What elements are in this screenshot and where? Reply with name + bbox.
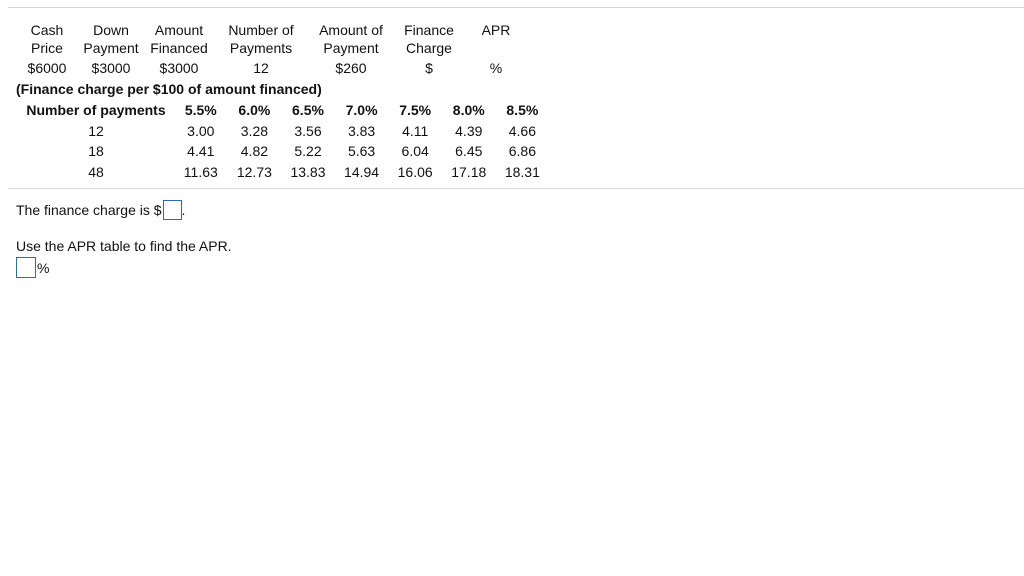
apr-percent-suffix: % (37, 260, 50, 276)
table-cell: 6.45 (455, 143, 483, 160)
finance-charge-input[interactable] (162, 199, 182, 220)
table-row: 12 3.00 3.28 3.56 3.83 4.11 4.39 4.66 (18, 121, 549, 142)
col-header-number-of-payments: Number of payments (26, 102, 166, 119)
value-amount-of-payment: $260 (335, 60, 367, 76)
row-payments-count: 48 (88, 163, 104, 180)
table-cell: 16.06 (397, 163, 433, 180)
header-apr: APR (481, 22, 511, 38)
table-cell: 4.66 (508, 122, 536, 139)
table-cell: 11.63 (183, 163, 218, 180)
table-cell: 13.83 (290, 163, 326, 180)
header-number-of-payments: Number of Payments (228, 22, 294, 56)
value-down-payment: $3000 (91, 60, 131, 76)
top-divider (8, 7, 1024, 8)
table-cell: 12.73 (236, 163, 272, 180)
table-cell: 14.94 (344, 163, 380, 180)
table-cell: 4.11 (402, 122, 429, 139)
table-cell: 4.39 (455, 122, 483, 139)
header-amount-financed: Amount Financed (150, 22, 208, 56)
col-header-rate: 7.5% (399, 102, 432, 119)
finance-charge-suffix: . (181, 202, 186, 218)
table-cell: 18.31 (504, 163, 540, 180)
table-cell: 3.28 (240, 122, 269, 139)
apr-rate-table: Number of payments 5.5% 6.0% 6.5% 7.0% 7… (18, 100, 549, 182)
value-amount-financed: $3000 (159, 60, 199, 76)
table-cell: 3.83 (347, 122, 376, 139)
value-cash-price: $6000 (27, 60, 67, 76)
table-cell: 6.86 (508, 143, 536, 160)
header-amount-of-payment: Amount of Payment (319, 22, 383, 56)
col-header-rate: 8.5% (506, 102, 539, 119)
apr-instruction: Use the APR table to find the APR. (16, 238, 232, 254)
value-number-of-payments: 12 (253, 60, 269, 76)
col-header-rate: 6.5% (292, 102, 324, 119)
finance-charge-question: The finance charge is $. (16, 199, 186, 220)
header-cash-price: Cash Price (30, 22, 64, 56)
rate-table-caption: (Finance charge per $100 of amount finan… (16, 81, 322, 97)
col-header-rate: 6.0% (238, 102, 271, 119)
row-payments-count: 12 (88, 122, 104, 139)
table-cell: 3.00 (187, 122, 215, 139)
apr-input[interactable] (16, 257, 36, 279)
value-finance-charge: $ (425, 60, 433, 76)
table-cell: 6.04 (401, 143, 429, 160)
table-cell: 4.41 (187, 143, 215, 160)
value-apr: % (489, 60, 503, 76)
rate-table-header-row: Number of payments 5.5% 6.0% 6.5% 7.0% 7… (18, 100, 549, 121)
finance-charge-prefix: The finance charge is $ (16, 202, 162, 218)
section-divider (8, 188, 1024, 189)
col-header-rate: 5.5% (184, 102, 217, 119)
table-cell: 5.63 (347, 143, 376, 160)
table-row: 48 11.63 12.73 13.83 14.94 16.06 17.18 1… (18, 162, 549, 183)
table-cell: 5.22 (294, 143, 322, 160)
header-finance-charge: Finance Charge (404, 22, 454, 56)
apr-answer-line: % (16, 257, 50, 279)
table-cell: 17.18 (451, 163, 487, 180)
row-payments-count: 18 (88, 143, 104, 160)
table-cell: 3.56 (294, 122, 322, 139)
table-row: 18 4.41 4.82 5.22 5.63 6.04 6.45 6.86 (18, 141, 549, 162)
col-header-rate: 8.0% (452, 102, 485, 119)
table-cell: 4.82 (240, 143, 269, 160)
header-down-payment: Down Payment (83, 22, 139, 56)
col-header-rate: 7.0% (345, 102, 378, 119)
